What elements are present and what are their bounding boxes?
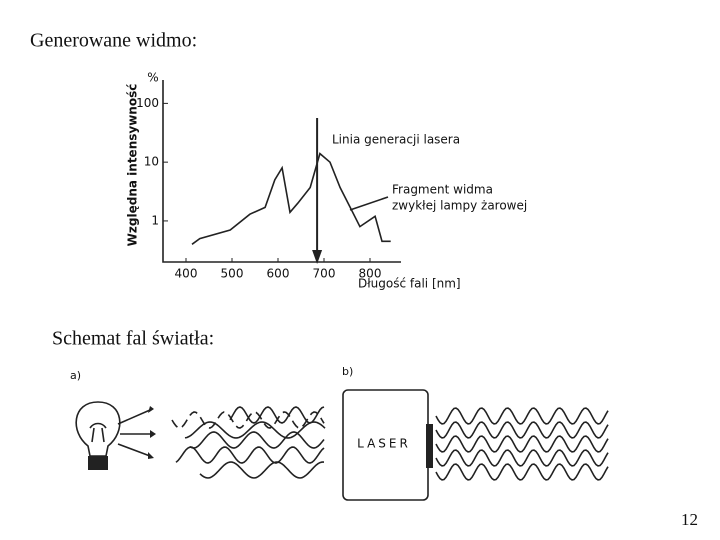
- wave: [435, 435, 609, 453]
- wave: [435, 421, 609, 439]
- wave: [199, 461, 324, 479]
- annotation-pointer: [349, 196, 389, 211]
- y-unit: %: [147, 71, 158, 85]
- incoherent-waves: [171, 406, 326, 479]
- laser-label: LASER: [357, 437, 411, 451]
- axes: [162, 80, 401, 263]
- panel-label: a): [70, 369, 81, 382]
- coherent-waves: [435, 407, 609, 481]
- y-tick-label: 1: [151, 213, 159, 227]
- wave: [189, 431, 325, 449]
- x-tick-label: 500: [221, 267, 244, 281]
- wave: [171, 411, 325, 429]
- bulb-base: [88, 456, 108, 470]
- page-number: 12: [681, 510, 698, 529]
- x-axis-label: Długość fali [nm]: [358, 277, 461, 291]
- laser-mirror: [426, 424, 433, 468]
- slide-title: Generowane widmo:: [30, 30, 197, 52]
- wave: [184, 421, 326, 439]
- y-axis-label: Względna intensywność: [126, 84, 140, 247]
- wave: [229, 406, 325, 424]
- spectrum-line: [191, 152, 391, 245]
- section-title: Schemat fal światła:: [52, 328, 214, 350]
- wave: [435, 463, 609, 481]
- x-tick-label: 700: [313, 267, 336, 281]
- light-bulb: [75, 401, 156, 470]
- x-tick-label: 400: [175, 267, 198, 281]
- x-tick-label: 600: [267, 267, 290, 281]
- wave: [435, 449, 609, 467]
- wave: [175, 446, 325, 464]
- y-tick-label: 100: [136, 96, 159, 110]
- x-tick-label: 800: [359, 267, 382, 281]
- chart: % Względna intensywność Długość fali [nm…: [126, 71, 528, 291]
- annotation: zwykłej lampy żarowej: [392, 199, 527, 213]
- y-tick-label: 10: [144, 155, 159, 169]
- annotation: Fragment widma: [392, 183, 493, 197]
- laser-arrowhead: [312, 250, 323, 264]
- panel-label: b): [342, 365, 353, 378]
- annotation: Linia generacji lasera: [332, 133, 460, 147]
- wave: [435, 407, 609, 425]
